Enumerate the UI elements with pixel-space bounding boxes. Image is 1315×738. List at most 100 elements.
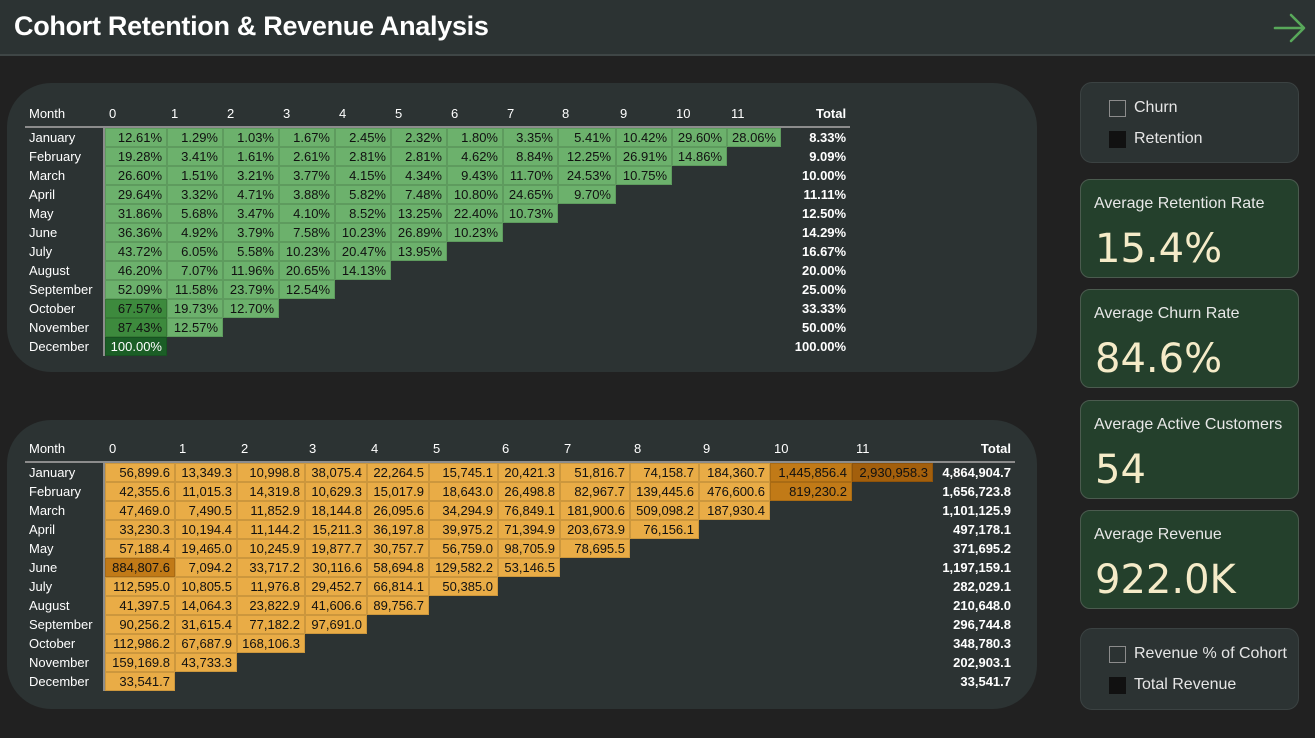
matrix-cell[interactable]: 10,629.3 — [305, 482, 367, 501]
matrix-cell[interactable]: 10.75% — [616, 166, 672, 185]
matrix-cell[interactable]: 30,757.7 — [367, 539, 429, 558]
matrix-cell[interactable]: 1.51% — [167, 166, 223, 185]
matrix-cell[interactable]: 20.65% — [279, 261, 335, 280]
matrix-cell[interactable]: 12.54% — [279, 280, 335, 299]
checkbox-checked-icon[interactable] — [1109, 130, 1126, 148]
matrix-cell[interactable]: 41,397.5 — [105, 596, 175, 615]
matrix-cell[interactable]: 33,541.7 — [105, 672, 175, 691]
matrix-cell[interactable]: 11,144.2 — [237, 520, 305, 539]
matrix-cell[interactable]: 13.95% — [391, 242, 447, 261]
matrix-cell[interactable]: 7,094.2 — [175, 558, 237, 577]
matrix-cell[interactable]: 3.32% — [167, 185, 223, 204]
matrix-cell[interactable]: 1.61% — [223, 147, 279, 166]
matrix-cell[interactable]: 47,469.0 — [105, 501, 175, 520]
matrix-cell[interactable]: 15,211.3 — [305, 520, 367, 539]
matrix-cell[interactable]: 43.72% — [105, 242, 167, 261]
matrix-cell[interactable]: 12.57% — [167, 318, 223, 337]
matrix-cell[interactable]: 5.41% — [558, 128, 616, 147]
matrix-cell[interactable]: 36,197.8 — [367, 520, 429, 539]
matrix-cell[interactable]: 159,169.8 — [105, 653, 175, 672]
matrix-cell[interactable]: 10.23% — [335, 223, 391, 242]
matrix-cell[interactable]: 13.25% — [391, 204, 447, 223]
matrix-cell[interactable]: 19,465.0 — [175, 539, 237, 558]
matrix-cell[interactable]: 5.58% — [223, 242, 279, 261]
matrix-cell[interactable]: 11,976.8 — [237, 577, 305, 596]
matrix-cell[interactable]: 19,877.7 — [305, 539, 367, 558]
matrix-cell[interactable]: 66,814.1 — [367, 577, 429, 596]
matrix-cell[interactable]: 31,615.4 — [175, 615, 237, 634]
matrix-cell[interactable]: 4.34% — [391, 166, 447, 185]
matrix-cell[interactable]: 31.86% — [105, 204, 167, 223]
matrix-cell[interactable]: 7,490.5 — [175, 501, 237, 520]
matrix-cell[interactable]: 4.71% — [223, 185, 279, 204]
matrix-cell[interactable]: 2.32% — [391, 128, 447, 147]
matrix-cell[interactable]: 4.92% — [167, 223, 223, 242]
matrix-cell[interactable]: 10,245.9 — [237, 539, 305, 558]
matrix-cell[interactable]: 77,182.2 — [237, 615, 305, 634]
matrix-cell[interactable]: 11,852.9 — [237, 501, 305, 520]
matrix-cell[interactable]: 1,445,856.4 — [770, 463, 852, 482]
matrix-cell[interactable]: 26,095.6 — [367, 501, 429, 520]
matrix-cell[interactable]: 2.81% — [391, 147, 447, 166]
matrix-cell[interactable]: 39,975.2 — [429, 520, 498, 539]
matrix-cell[interactable]: 6.05% — [167, 242, 223, 261]
matrix-cell[interactable]: 10,998.8 — [237, 463, 305, 482]
matrix-cell[interactable]: 7.48% — [391, 185, 447, 204]
matrix-cell[interactable]: 19.73% — [167, 299, 223, 318]
matrix-cell[interactable]: 71,394.9 — [498, 520, 560, 539]
matrix-cell[interactable]: 53,146.5 — [498, 558, 560, 577]
matrix-cell[interactable]: 14.86% — [672, 147, 727, 166]
matrix-cell[interactable]: 11.70% — [503, 166, 558, 185]
matrix-cell[interactable]: 76,156.1 — [630, 520, 699, 539]
slicer-option-retention[interactable]: Retention — [1109, 128, 1203, 150]
matrix-cell[interactable]: 168,106.3 — [237, 634, 305, 653]
matrix-cell[interactable]: 100.00% — [105, 337, 167, 356]
matrix-cell[interactable]: 9.70% — [558, 185, 616, 204]
matrix-cell[interactable]: 10.80% — [447, 185, 503, 204]
slicer-option-total-revenue[interactable]: Total Revenue — [1109, 674, 1236, 696]
matrix-cell[interactable]: 184,360.7 — [699, 463, 770, 482]
matrix-cell[interactable]: 20.47% — [335, 242, 391, 261]
matrix-cell[interactable]: 8.52% — [335, 204, 391, 223]
matrix-cell[interactable]: 112,986.2 — [105, 634, 175, 653]
matrix-cell[interactable]: 10.23% — [279, 242, 335, 261]
matrix-cell[interactable]: 29.64% — [105, 185, 167, 204]
matrix-cell[interactable]: 187,930.4 — [699, 501, 770, 520]
matrix-cell[interactable]: 181,900.6 — [560, 501, 630, 520]
matrix-cell[interactable]: 46.20% — [105, 261, 167, 280]
matrix-cell[interactable]: 10.73% — [503, 204, 558, 223]
matrix-cell[interactable]: 7.58% — [279, 223, 335, 242]
matrix-cell[interactable]: 76,849.1 — [498, 501, 560, 520]
matrix-cell[interactable]: 2.81% — [335, 147, 391, 166]
matrix-cell[interactable]: 67,687.9 — [175, 634, 237, 653]
matrix-cell[interactable]: 18,144.8 — [305, 501, 367, 520]
matrix-cell[interactable]: 10,805.5 — [175, 577, 237, 596]
matrix-cell[interactable]: 11.96% — [223, 261, 279, 280]
arrow-right-icon[interactable] — [1272, 10, 1308, 46]
matrix-cell[interactable]: 819,230.2 — [770, 482, 852, 501]
matrix-cell[interactable]: 12.61% — [105, 128, 167, 147]
matrix-cell[interactable]: 2.45% — [335, 128, 391, 147]
matrix-cell[interactable]: 29,452.7 — [305, 577, 367, 596]
matrix-cell[interactable]: 28.06% — [727, 128, 782, 147]
matrix-cell[interactable]: 87.43% — [105, 318, 167, 337]
matrix-cell[interactable]: 34,294.9 — [429, 501, 498, 520]
matrix-cell[interactable]: 43,733.3 — [175, 653, 237, 672]
matrix-cell[interactable]: 29.60% — [672, 128, 727, 147]
matrix-cell[interactable]: 56,899.6 — [105, 463, 175, 482]
matrix-cell[interactable]: 9.43% — [447, 166, 503, 185]
matrix-cell[interactable]: 97,691.0 — [305, 615, 367, 634]
matrix-cell[interactable]: 884,807.6 — [105, 558, 175, 577]
matrix-cell[interactable]: 23.79% — [223, 280, 279, 299]
matrix-cell[interactable]: 14,319.8 — [237, 482, 305, 501]
matrix-cell[interactable]: 26.89% — [391, 223, 447, 242]
matrix-cell[interactable]: 90,256.2 — [105, 615, 175, 634]
matrix-cell[interactable]: 3.47% — [223, 204, 279, 223]
matrix-cell[interactable]: 10.42% — [616, 128, 672, 147]
matrix-cell[interactable]: 3.35% — [503, 128, 558, 147]
matrix-cell[interactable]: 10,194.4 — [175, 520, 237, 539]
matrix-cell[interactable]: 23,822.9 — [237, 596, 305, 615]
matrix-cell[interactable]: 5.68% — [167, 204, 223, 223]
matrix-cell[interactable]: 57,188.4 — [105, 539, 175, 558]
matrix-cell[interactable]: 10.23% — [447, 223, 503, 242]
